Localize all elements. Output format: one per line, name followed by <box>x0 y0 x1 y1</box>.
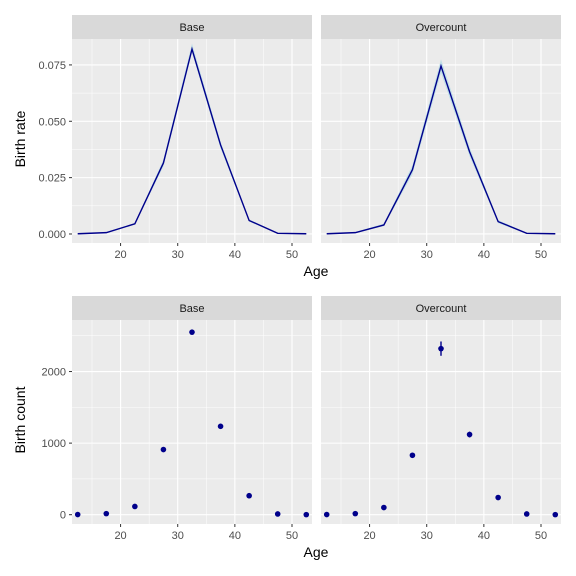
y-tick-label: 0.000 <box>38 229 66 241</box>
birth-count-point <box>381 504 387 511</box>
top-y-axis-title: Birth rate <box>12 110 28 167</box>
x-tick-label: 40 <box>229 530 241 542</box>
panel-background <box>72 320 312 524</box>
y-tick-label: 0.050 <box>38 116 66 128</box>
x-tick-label: 40 <box>478 249 490 261</box>
x-tick-label: 20 <box>114 530 126 542</box>
birth-count-point <box>438 345 444 352</box>
facet-strip <box>321 296 561 320</box>
birth-count-point <box>217 423 224 430</box>
facet-strip <box>321 15 561 39</box>
x-tick-label: 20 <box>363 249 375 261</box>
x-tick-label: 50 <box>286 530 298 542</box>
y-tick-label: 1000 <box>42 438 66 450</box>
y-tick-label: 0.075 <box>38 60 66 72</box>
panel-background <box>72 39 312 243</box>
facet-strip-label: Overcount <box>416 303 467 315</box>
birth-count-point <box>246 492 252 499</box>
x-tick-label: 40 <box>229 249 241 261</box>
facet-strip-label: Overcount <box>416 22 467 34</box>
panel-base-birth-count: Base 20 30 40 50 0 1000 2000 <box>42 296 312 542</box>
top-x-axis-title: Age <box>304 263 329 279</box>
x-tick-label: 50 <box>535 249 547 261</box>
birth-count-point <box>103 510 110 517</box>
bottom-x-axis-title: Age <box>304 544 329 560</box>
facet-strip <box>72 15 312 39</box>
x-tick-label: 30 <box>172 530 184 542</box>
x-tick-label: 40 <box>478 530 490 542</box>
y-tick-label: 0.025 <box>38 173 66 185</box>
panel-base-birth-rate: Base 20 30 40 50 0.000 0.025 0.050 0.075 <box>38 15 312 261</box>
birth-count-point <box>466 431 473 438</box>
facet-strip <box>72 296 312 320</box>
birth-count-point <box>495 494 501 501</box>
panel-overcount-birth-rate: Overcount 20 30 40 50 <box>321 15 561 261</box>
birth-count-point <box>323 511 330 518</box>
y-tick-label: 0 <box>60 510 66 522</box>
panel-overcount-birth-count: Overcount 20 30 40 50 <box>321 296 561 542</box>
birth-count-point <box>303 511 310 518</box>
birth-count-point <box>352 510 359 517</box>
birth-count-point <box>74 511 81 518</box>
panel-background <box>321 39 561 243</box>
x-tick-label: 30 <box>172 249 184 261</box>
birth-count-point <box>274 511 281 517</box>
facet-strip-label: Base <box>179 303 204 315</box>
x-tick-label: 30 <box>421 249 433 261</box>
birth-count-point <box>189 329 195 335</box>
x-tick-label: 20 <box>114 249 126 261</box>
birth-count-point <box>160 446 167 453</box>
birth-count-point <box>523 511 530 517</box>
x-tick-label: 50 <box>286 249 298 261</box>
x-tick-label: 30 <box>421 530 433 542</box>
x-tick-label: 20 <box>363 530 375 542</box>
x-tick-label: 50 <box>535 530 547 542</box>
facet-strip-label: Base <box>179 22 204 34</box>
bottom-y-axis-title: Birth count <box>12 386 28 453</box>
birth-count-point <box>132 503 138 510</box>
birth-count-point <box>409 452 416 459</box>
birth-count-point <box>552 511 559 518</box>
y-tick-label: 2000 <box>42 367 66 379</box>
